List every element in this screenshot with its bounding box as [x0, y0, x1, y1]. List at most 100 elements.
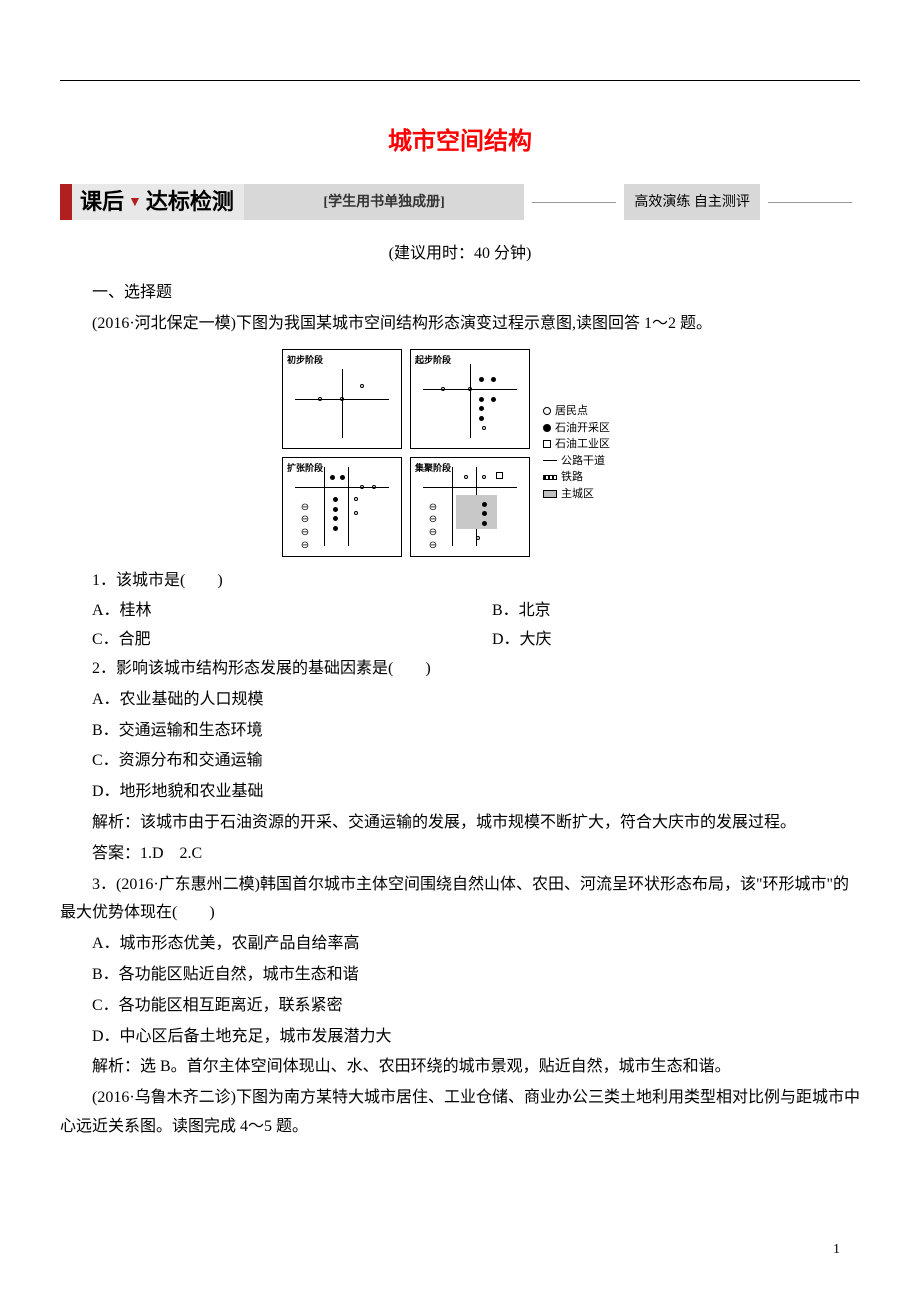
legend-text: 石油工业区 — [555, 436, 610, 453]
legend-item: 公路干道 — [543, 453, 633, 470]
header-line-icon-2 — [768, 202, 852, 203]
header-line-icon — [532, 202, 616, 203]
answer-1: 答案：1.D 2.C — [60, 840, 860, 869]
city-area-icon — [456, 495, 497, 529]
header-bar: 课后 ▼ 达标检测 [学生用书单独成册] 高效演练 自主测评 — [60, 184, 860, 220]
analysis-1: 解析：该城市由于石油资源的开采、交通运输的发展，城市规模不断扩大，符合大庆市的发… — [60, 809, 860, 838]
legend-item: 石油工业区 — [543, 436, 633, 453]
oilfield-icon — [333, 516, 338, 521]
header-mid: [学生用书单独成册] — [244, 184, 524, 220]
diagram-panel-1: 初步阶段 — [282, 349, 402, 449]
q3-option-c: C．各功能区相互距离近，联系紧密 — [60, 992, 860, 1021]
oilfield-icon — [333, 507, 338, 512]
diagram-grid: 初步阶段 起步阶段 居民点 石油开采区 石油工业区 公路干道 铁 — [282, 349, 638, 557]
legend-text: 公路干道 — [561, 453, 605, 470]
triangle-icon: ▼ — [128, 190, 142, 215]
q2-option-b: B．交通运输和生态环境 — [60, 717, 860, 746]
panel-label-4: 集聚阶段 — [413, 460, 453, 476]
q1-option-c: C．合肥 — [60, 626, 460, 655]
circle-filled-icon — [543, 424, 551, 432]
settlement-icon — [482, 475, 486, 479]
q2-option-d: D．地形地貌和农业基础 — [60, 778, 860, 807]
legend-text: 石油开采区 — [555, 420, 610, 437]
rail-icon — [543, 475, 557, 480]
rail-icon: ⊖ — [429, 537, 437, 555]
header-text-1: 课后 — [80, 182, 124, 222]
diagram-panel-2: 起步阶段 — [410, 349, 530, 449]
oilfield-icon — [333, 526, 338, 531]
q3-option-d: D．中心区后备土地充足，城市发展潜力大 — [60, 1023, 860, 1052]
road-icon — [470, 364, 471, 438]
legend-text: 铁路 — [561, 469, 583, 486]
header-text-2: 达标检测 — [146, 182, 234, 222]
red-block-icon — [60, 184, 72, 220]
oilfield-icon — [479, 397, 484, 402]
q2-stem: 2．影响该城市结构形态发展的基础因素是( ) — [60, 655, 860, 684]
panel-label-3: 扩张阶段 — [285, 460, 325, 476]
settlement-icon — [354, 511, 358, 515]
rail-icon: ⊖ — [301, 537, 309, 555]
road-icon — [452, 467, 453, 545]
header-left: 课后 ▼ 达标检测 — [60, 184, 244, 220]
q3-intro: 3．(2016·广东惠州二模)韩国首尔城市主体空间围绕自然山体、农田、河流呈环状… — [60, 871, 860, 929]
settlement-icon — [482, 426, 486, 430]
circle-hollow-icon — [543, 407, 551, 415]
settlement-icon — [340, 397, 344, 401]
page-number: 1 — [833, 1237, 840, 1262]
oilfield-icon — [479, 406, 484, 411]
q1-option-b: B．北京 — [460, 597, 860, 626]
legend-text: 主城区 — [561, 486, 594, 503]
industry-icon — [496, 472, 503, 479]
settlement-icon — [476, 536, 480, 540]
oilfield-icon — [340, 475, 345, 480]
square-icon — [543, 440, 551, 448]
legend-item: 主城区 — [543, 486, 633, 503]
q3-analysis: 解析：选 B。首尔主体空间体现山、水、农田环绕的城市景观，贴近自然，城市生态和谐… — [60, 1053, 860, 1082]
q1-stem: 1．该城市是( ) — [60, 567, 860, 596]
oilfield-icon — [491, 397, 496, 402]
q1-option-d: D．大庆 — [460, 626, 860, 655]
q2-option-a: A．农业基础的人口规模 — [60, 686, 860, 715]
q3-option-b: B．各功能区贴近自然，城市生态和谐 — [60, 961, 860, 990]
q1-options-row2: C．合肥 D．大庆 — [60, 626, 860, 655]
panel-label-2: 起步阶段 — [413, 352, 453, 368]
page-title: 城市空间结构 — [60, 121, 860, 164]
settlement-icon — [441, 387, 445, 391]
legend-text: 居民点 — [555, 403, 588, 420]
line-icon — [543, 460, 557, 461]
legend-item: 铁路 — [543, 469, 633, 486]
intro-paragraph-1: (2016·河北保定一模)下图为我国某城市空间结构形态演变过程示意图,读图回答 … — [60, 310, 860, 339]
q3-option-a: A．城市形态优美，农副产品自给率高 — [60, 930, 860, 959]
intro-paragraph-2: (2016·乌鲁木齐二诊)下图为南方某特大城市居住、工业仓储、商业办公三类土地利… — [60, 1084, 860, 1142]
subtitle: (建议用时：40 分钟) — [60, 240, 860, 269]
legend: 居民点 石油开采区 石油工业区 公路干道 铁路 主城区 — [538, 349, 638, 557]
oilfield-icon — [333, 497, 338, 502]
settlement-icon — [360, 485, 364, 489]
oilfield-icon — [479, 377, 484, 382]
oilfield-icon — [491, 377, 496, 382]
legend-item: 居民点 — [543, 403, 633, 420]
rect-icon — [543, 490, 557, 498]
q1-options-row1: A．桂林 B．北京 — [60, 597, 860, 626]
settlement-icon — [372, 485, 376, 489]
diagram-panel-3: 扩张阶段 ⊖ ⊖ ⊖ ⊖ — [282, 457, 402, 557]
oilfield-icon — [479, 416, 484, 421]
road-icon — [342, 369, 343, 438]
settlement-icon — [468, 387, 472, 391]
panel-label-1: 初步阶段 — [285, 352, 325, 368]
top-border — [60, 80, 860, 81]
section-heading: 一、选择题 — [60, 279, 860, 308]
diagram-container: 初步阶段 起步阶段 居民点 石油开采区 石油工业区 公路干道 铁 — [60, 349, 860, 557]
legend-item: 石油开采区 — [543, 420, 633, 437]
road-icon — [324, 467, 325, 545]
settlement-icon — [360, 384, 364, 388]
oilfield-icon — [330, 475, 335, 480]
oilfield-icon — [482, 502, 487, 507]
diagram-panel-4: 集聚阶段 ⊖ ⊖ ⊖ ⊖ — [410, 457, 530, 557]
road-icon — [423, 487, 517, 488]
q1-option-a: A．桂林 — [60, 597, 460, 626]
settlement-icon — [354, 497, 358, 501]
settlement-icon — [464, 475, 468, 479]
road-icon — [348, 467, 349, 545]
q2-option-c: C．资源分布和交通运输 — [60, 747, 860, 776]
